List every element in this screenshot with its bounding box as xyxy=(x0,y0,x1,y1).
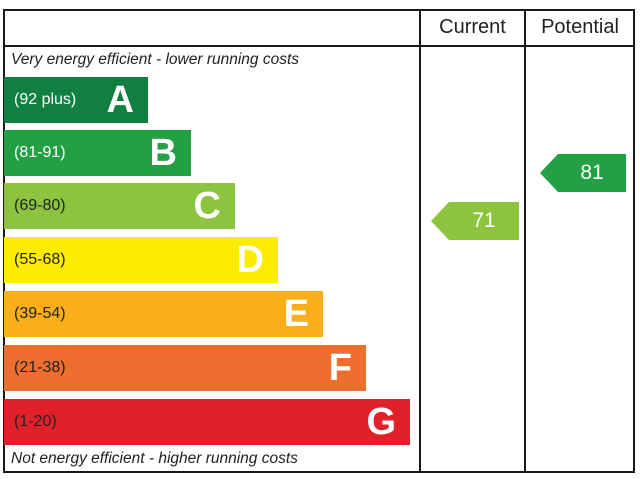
band-a-range: (92 plus) xyxy=(14,91,77,108)
potential-column-header: Potential xyxy=(541,16,619,38)
band-g-range: (1-20) xyxy=(14,413,57,430)
band-c-letter: C xyxy=(193,185,221,227)
band-f-range: (21-38) xyxy=(14,359,66,376)
current-rating-value: 71 xyxy=(472,209,496,232)
band-e: (39-54) E xyxy=(4,291,323,337)
band-e-letter: E xyxy=(283,293,309,335)
header-divider xyxy=(3,45,635,47)
band-g-letter: G xyxy=(366,401,396,443)
band-b-range: (81-91) xyxy=(14,144,66,161)
band-e-range: (39-54) xyxy=(14,305,66,322)
potential-rating-value: 81 xyxy=(580,161,604,184)
band-d-letter: D xyxy=(236,239,264,281)
band-d-range: (55-68) xyxy=(14,251,66,268)
top-caption: Very energy efficient - lower running co… xyxy=(11,51,300,68)
column-divider-potential xyxy=(524,9,526,473)
band-f: (21-38) F xyxy=(4,345,366,391)
potential-rating-arrow: 81 xyxy=(540,154,626,192)
band-b-letter: B xyxy=(149,132,177,174)
current-column-header: Current xyxy=(439,16,506,38)
current-arrow-shape xyxy=(431,202,519,240)
bottom-caption: Not energy efficient - higher running co… xyxy=(11,450,298,467)
current-rating-arrow: 71 xyxy=(431,202,519,240)
band-b: (81-91) B xyxy=(4,130,191,176)
band-f-letter: F xyxy=(328,347,352,389)
band-d: (55-68) D xyxy=(4,237,278,283)
band-a-letter: A xyxy=(106,79,134,121)
band-a: (92 plus) A xyxy=(4,77,148,123)
band-g: (1-20) G xyxy=(4,399,410,445)
column-divider-current xyxy=(419,9,421,473)
potential-arrow-shape xyxy=(540,154,626,192)
band-c: (69-80) C xyxy=(4,183,235,229)
band-c-range: (69-80) xyxy=(14,197,66,214)
